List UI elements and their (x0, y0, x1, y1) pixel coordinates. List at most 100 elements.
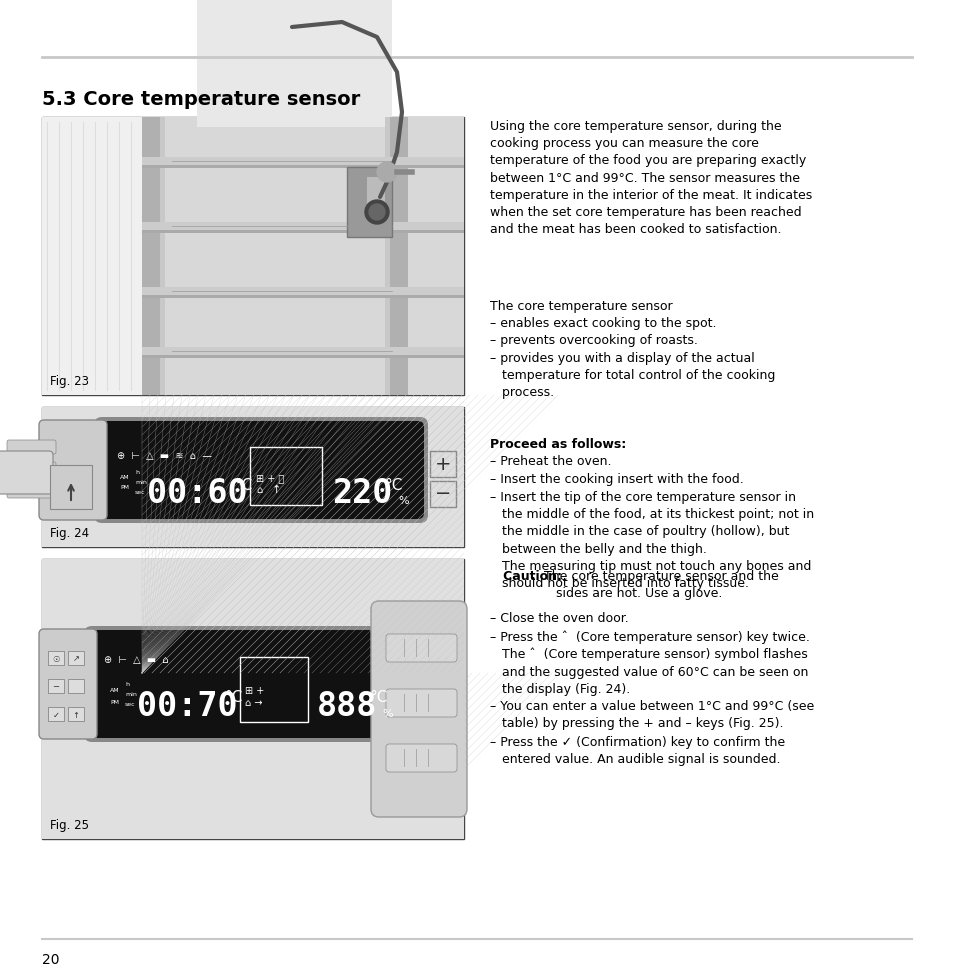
Bar (430, 452, 456, 477)
Text: 00:70: 00:70 (137, 689, 237, 723)
Bar (430, 481, 456, 508)
Text: 20: 20 (42, 952, 59, 966)
Bar (142, 166, 463, 169)
Text: 888: 888 (316, 689, 377, 723)
Text: Proceed as follows:: Proceed as follows: (490, 437, 625, 451)
Text: AM: AM (110, 687, 119, 691)
Bar (42, 559, 463, 839)
Bar (142, 347, 463, 356)
Text: Fig. 25: Fig. 25 (50, 819, 89, 831)
FancyBboxPatch shape (386, 635, 456, 662)
Bar (142, 295, 463, 298)
Circle shape (376, 162, 396, 183)
Text: −: − (52, 682, 59, 690)
FancyBboxPatch shape (7, 463, 56, 476)
FancyBboxPatch shape (386, 689, 456, 717)
Bar (48, 680, 64, 693)
Text: ⌂ →: ⌂ → (245, 697, 262, 707)
Bar (142, 118, 160, 395)
Text: – Press the ✓ (Confirmation) key to confirm the
   entered value. An audible sig: – Press the ✓ (Confirmation) key to conf… (490, 735, 784, 766)
Bar (42, 408, 463, 548)
Bar (68, 680, 84, 693)
Bar (68, 707, 84, 721)
Text: ⊕  ⊢  △  ▬  ⌂: ⊕ ⊢ △ ▬ ⌂ (104, 654, 169, 664)
Text: ⊕  ⊢  △  ▬  ≋  ⌂  —: ⊕ ⊢ △ ▬ ≋ ⌂ — (117, 451, 212, 461)
Text: AM: AM (120, 475, 130, 480)
Text: %: % (397, 496, 408, 506)
Text: min: min (125, 691, 136, 696)
Bar (142, 231, 463, 234)
Text: h: h (135, 470, 139, 475)
Text: Fig. 24: Fig. 24 (50, 526, 89, 540)
Bar (42, 118, 463, 395)
Text: sec: sec (135, 490, 146, 495)
Text: – Close the oven door.: – Close the oven door. (490, 611, 628, 624)
Text: 5.3 Core temperature sensor: 5.3 Core temperature sensor (42, 90, 360, 109)
Bar (160, 118, 165, 395)
Bar (42, 559, 463, 839)
Text: h: h (125, 682, 129, 687)
Text: 00:60: 00:60 (147, 477, 248, 510)
FancyBboxPatch shape (98, 422, 423, 519)
Text: ☉: ☉ (52, 654, 60, 663)
Text: °C: °C (225, 689, 243, 705)
Text: ⌂: ⌂ (255, 484, 262, 495)
FancyBboxPatch shape (386, 744, 456, 773)
FancyBboxPatch shape (50, 466, 91, 510)
Text: °C: °C (234, 478, 253, 493)
Bar (385, 118, 390, 395)
Text: Caution:: Caution: (490, 569, 561, 583)
Text: sec: sec (125, 702, 135, 707)
Bar (196, 0, 392, 128)
Text: ⊞ + 🔥: ⊞ + 🔥 (255, 472, 284, 482)
Circle shape (369, 204, 385, 221)
Text: – Press the ˆ  (Core temperature sensor) key twice.
   The ˆ  (Core temperature : – Press the ˆ (Core temperature sensor) … (490, 630, 809, 695)
Text: ↑: ↑ (272, 484, 281, 495)
Text: PM: PM (120, 485, 129, 490)
Text: °C: °C (370, 689, 388, 705)
Text: ↑: ↑ (72, 710, 79, 719)
FancyBboxPatch shape (7, 440, 56, 455)
FancyBboxPatch shape (39, 630, 97, 739)
Text: – Insert the cooking insert with the food.: – Insert the cooking insert with the foo… (490, 472, 743, 485)
Bar (48, 707, 64, 721)
Text: – Preheat the oven.: – Preheat the oven. (490, 455, 611, 467)
Text: −: − (435, 484, 451, 503)
Text: min: min (135, 480, 147, 485)
Bar (42, 408, 463, 548)
Text: The core temperature sensor and the
   sides are hot. Use a glove.: The core temperature sensor and the side… (543, 569, 778, 600)
FancyBboxPatch shape (39, 421, 107, 520)
FancyBboxPatch shape (7, 484, 56, 499)
Text: Using the core temperature sensor, during the
cooking process you can measure th: Using the core temperature sensor, durin… (490, 120, 811, 236)
Bar (48, 651, 64, 665)
Bar (68, 651, 84, 665)
FancyBboxPatch shape (94, 418, 428, 523)
Text: – Insert the tip of the core temperature sensor in
   the middle of the food, at: – Insert the tip of the core temperature… (490, 491, 813, 590)
FancyBboxPatch shape (84, 626, 395, 742)
Text: ✓: ✓ (52, 710, 59, 719)
Text: PM: PM (110, 699, 119, 704)
Circle shape (365, 200, 389, 225)
Text: +: + (435, 454, 451, 473)
Text: 220: 220 (332, 477, 392, 510)
Text: ↗: ↗ (72, 654, 79, 663)
Bar (142, 157, 463, 166)
Bar (347, 168, 392, 238)
Bar (390, 118, 408, 395)
FancyBboxPatch shape (0, 452, 53, 495)
Bar (142, 356, 463, 359)
Text: – You can enter a value between 1°C and 99°C (see
   table) by pressing the + an: – You can enter a value between 1°C and … (490, 699, 814, 730)
Text: °C: °C (385, 478, 403, 493)
Bar (367, 178, 385, 207)
Bar (250, 448, 322, 506)
FancyBboxPatch shape (88, 631, 391, 738)
Text: The core temperature sensor
– enables exact cooking to the spot.
– prevents over: The core temperature sensor – enables ex… (490, 299, 775, 399)
Bar (240, 657, 308, 723)
Bar (142, 223, 463, 231)
Text: ⊞ +: ⊞ + (245, 686, 264, 695)
Bar (42, 118, 142, 395)
Text: Fig. 23: Fig. 23 (50, 375, 89, 387)
Bar (142, 118, 463, 395)
Bar (142, 288, 463, 295)
Text: %: % (381, 708, 393, 718)
